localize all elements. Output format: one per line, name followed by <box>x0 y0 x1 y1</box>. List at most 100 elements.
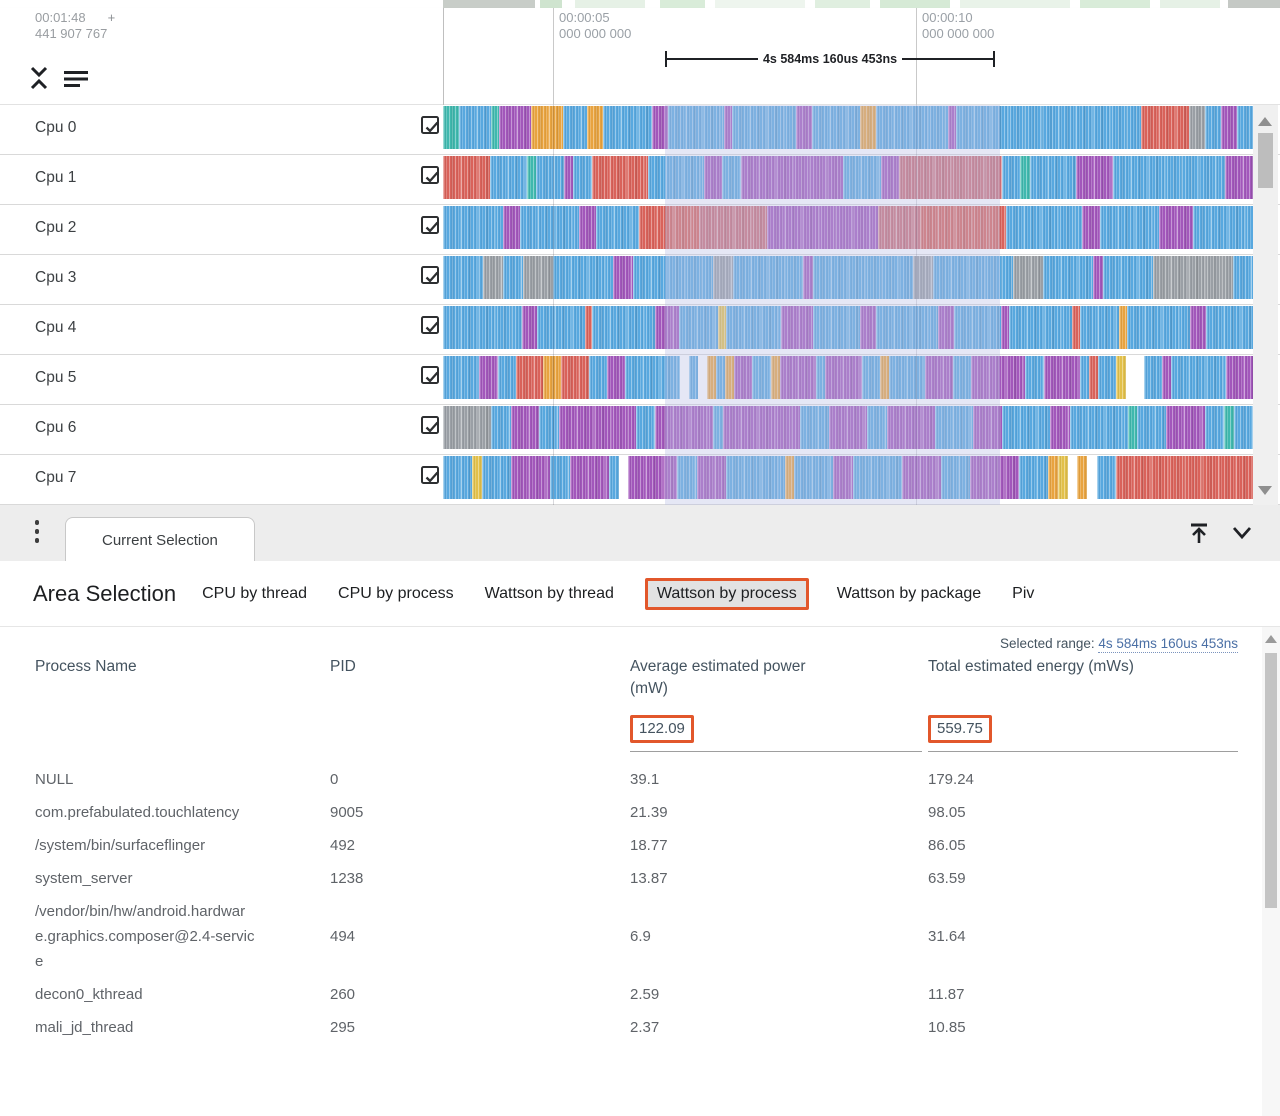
slice-block <box>1057 456 1068 499</box>
cell-process-name: /vendor/bin/hw/android.hardware.graphics… <box>35 903 255 970</box>
total-power-value: 122.09 <box>639 720 685 737</box>
track-checkbox[interactable] <box>421 466 439 484</box>
detail-tab-wattson-by-process[interactable]: Wattson by process <box>644 577 809 610</box>
cell-total-energy: 63.59 <box>928 870 966 887</box>
slice-block <box>781 306 813 349</box>
tab-current-selection[interactable]: Current Selection <box>65 517 255 562</box>
scroll-down-icon[interactable] <box>1258 486 1272 495</box>
tick-line-5s <box>553 8 554 105</box>
slice-block <box>491 106 500 149</box>
col-header-total-energy[interactable]: Total estimated energy (mWs) <box>928 658 1134 675</box>
slice-block <box>1025 356 1044 399</box>
track-checkbox[interactable] <box>421 216 439 234</box>
track-checkbox[interactable] <box>421 316 439 334</box>
area-selection-overlay[interactable] <box>665 105 1000 505</box>
track-slices[interactable] <box>443 156 1253 199</box>
slice-block <box>596 206 640 249</box>
scroll-up-icon[interactable] <box>1258 117 1272 126</box>
slice-block <box>511 456 551 499</box>
track-checkbox[interactable] <box>421 116 439 134</box>
table-row[interactable]: /system/bin/surfaceflinger 492 18.77 86.05 <box>0 829 1262 862</box>
table-row[interactable]: mali_jd_thread 295 2.37 10.85 <box>0 1011 1262 1044</box>
slice-block <box>803 256 813 299</box>
slice-block <box>861 356 880 399</box>
slice-block <box>952 356 971 399</box>
trace-minimap[interactable] <box>0 0 1280 8</box>
detail-tab-piv[interactable]: Piv <box>1012 584 1035 602</box>
slice-block <box>459 106 492 149</box>
col-header-pid[interactable]: PID <box>330 658 356 675</box>
track-checkbox[interactable] <box>421 366 439 384</box>
slice-block <box>539 406 559 449</box>
cpu-track-row-3[interactable]: Cpu 3 <box>0 255 1280 305</box>
cpu-track-row-5[interactable]: Cpu 5 <box>0 355 1280 405</box>
detail-tab-cpu-by-process[interactable]: CPU by process <box>338 584 454 602</box>
cpu-track-row-1[interactable]: Cpu 1 <box>0 155 1280 205</box>
slice-block <box>1005 206 1083 249</box>
tracks-scrollbar[interactable] <box>1253 105 1278 505</box>
time-ruler[interactable]: 00:01:48 +441 907 767 00:00:05 000 000 000… <box>0 8 1280 105</box>
slice-block <box>940 456 970 499</box>
slice-block <box>1143 356 1162 399</box>
minimap-segment <box>1160 0 1220 8</box>
scrollbar-thumb[interactable] <box>1265 653 1277 908</box>
track-checkbox[interactable] <box>421 266 439 284</box>
slice-block <box>703 156 723 199</box>
slice-block <box>813 256 913 299</box>
detail-tab-cpu-by-thread[interactable]: CPU by thread <box>202 584 308 602</box>
track-checkbox[interactable] <box>421 416 439 434</box>
expand-panel-icon[interactable] <box>1186 520 1212 551</box>
cpu-track-row-6[interactable]: Cpu 6 <box>0 405 1280 455</box>
slice-block <box>443 306 522 349</box>
track-checkbox[interactable] <box>421 166 439 184</box>
track-slices[interactable] <box>443 206 1253 249</box>
scrollbar-thumb[interactable] <box>1258 133 1273 188</box>
col-header-avg-power[interactable]: Average estimated power (mW) <box>630 658 806 697</box>
slice-block <box>1093 256 1103 299</box>
sort-icon[interactable] <box>62 68 90 95</box>
slice-block <box>1225 156 1253 199</box>
selected-range-value[interactable]: 4s 584ms 160us 453ns <box>1098 636 1238 653</box>
detail-scrollbar[interactable] <box>1262 627 1280 1116</box>
cpu-track-row-7[interactable]: Cpu 7 <box>0 455 1280 505</box>
slice-block <box>938 306 955 349</box>
minimap-segment <box>715 0 805 8</box>
slice-block <box>1080 356 1090 399</box>
slice-block <box>752 356 771 399</box>
slice-block <box>1087 456 1097 499</box>
track-slices[interactable] <box>443 356 1253 399</box>
track-slices[interactable] <box>443 406 1253 449</box>
table-row[interactable]: decon0_kthread 260 2.59 11.87 <box>0 978 1262 1011</box>
col-header-process-name[interactable]: Process Name <box>35 658 137 675</box>
track-slices[interactable] <box>443 256 1253 299</box>
table-row[interactable]: system_server 1238 13.87 63.59 <box>0 862 1262 895</box>
track-slices[interactable] <box>443 456 1253 499</box>
slice-block <box>443 206 503 249</box>
scroll-up-icon[interactable] <box>1265 635 1277 643</box>
slice-block <box>816 356 826 399</box>
cpu-track-row-0[interactable]: Cpu 0 <box>0 105 1280 155</box>
detail-tab-wattson-by-thread[interactable]: Wattson by thread <box>484 584 614 602</box>
collapse-panel-icon[interactable] <box>1230 523 1254 548</box>
table-row[interactable]: /vendor/bin/hw/android.hardware.graphics… <box>0 895 1262 978</box>
cell-pid: 9005 <box>330 804 364 821</box>
slice-block <box>1067 456 1078 499</box>
cell-pid: 1238 <box>330 870 364 887</box>
slice-block <box>794 456 834 499</box>
detail-tab-wattson-by-package[interactable]: Wattson by package <box>836 584 982 602</box>
minimap-segment <box>540 0 562 8</box>
table-row[interactable]: NULL 0 39.1 179.24 <box>0 763 1262 796</box>
table-row[interactable]: com.prefabulated.touchlatency 9005 21.39 98… <box>0 796 1262 829</box>
cpu-track-row-4[interactable]: Cpu 4 <box>0 305 1280 355</box>
kebab-menu-icon[interactable] <box>34 520 40 548</box>
slice-block <box>825 356 862 399</box>
track-slices[interactable] <box>443 106 1253 149</box>
tracks: Cpu 0 Cpu 1 Cpu 2 Cpu 3 Cpu 4 Cpu 5 Cpu 6 Cpu 7 <box>0 105 1280 505</box>
cell-process-name: system_server <box>35 870 133 887</box>
collapse-tracks-icon[interactable] <box>27 64 51 97</box>
cpu-track-row-2[interactable]: Cpu 2 <box>0 205 1280 255</box>
slice-block <box>443 156 490 199</box>
cell-total-energy: 86.05 <box>928 837 966 854</box>
track-slices[interactable] <box>443 306 1253 349</box>
cell-total-energy: 179.24 <box>928 771 974 788</box>
